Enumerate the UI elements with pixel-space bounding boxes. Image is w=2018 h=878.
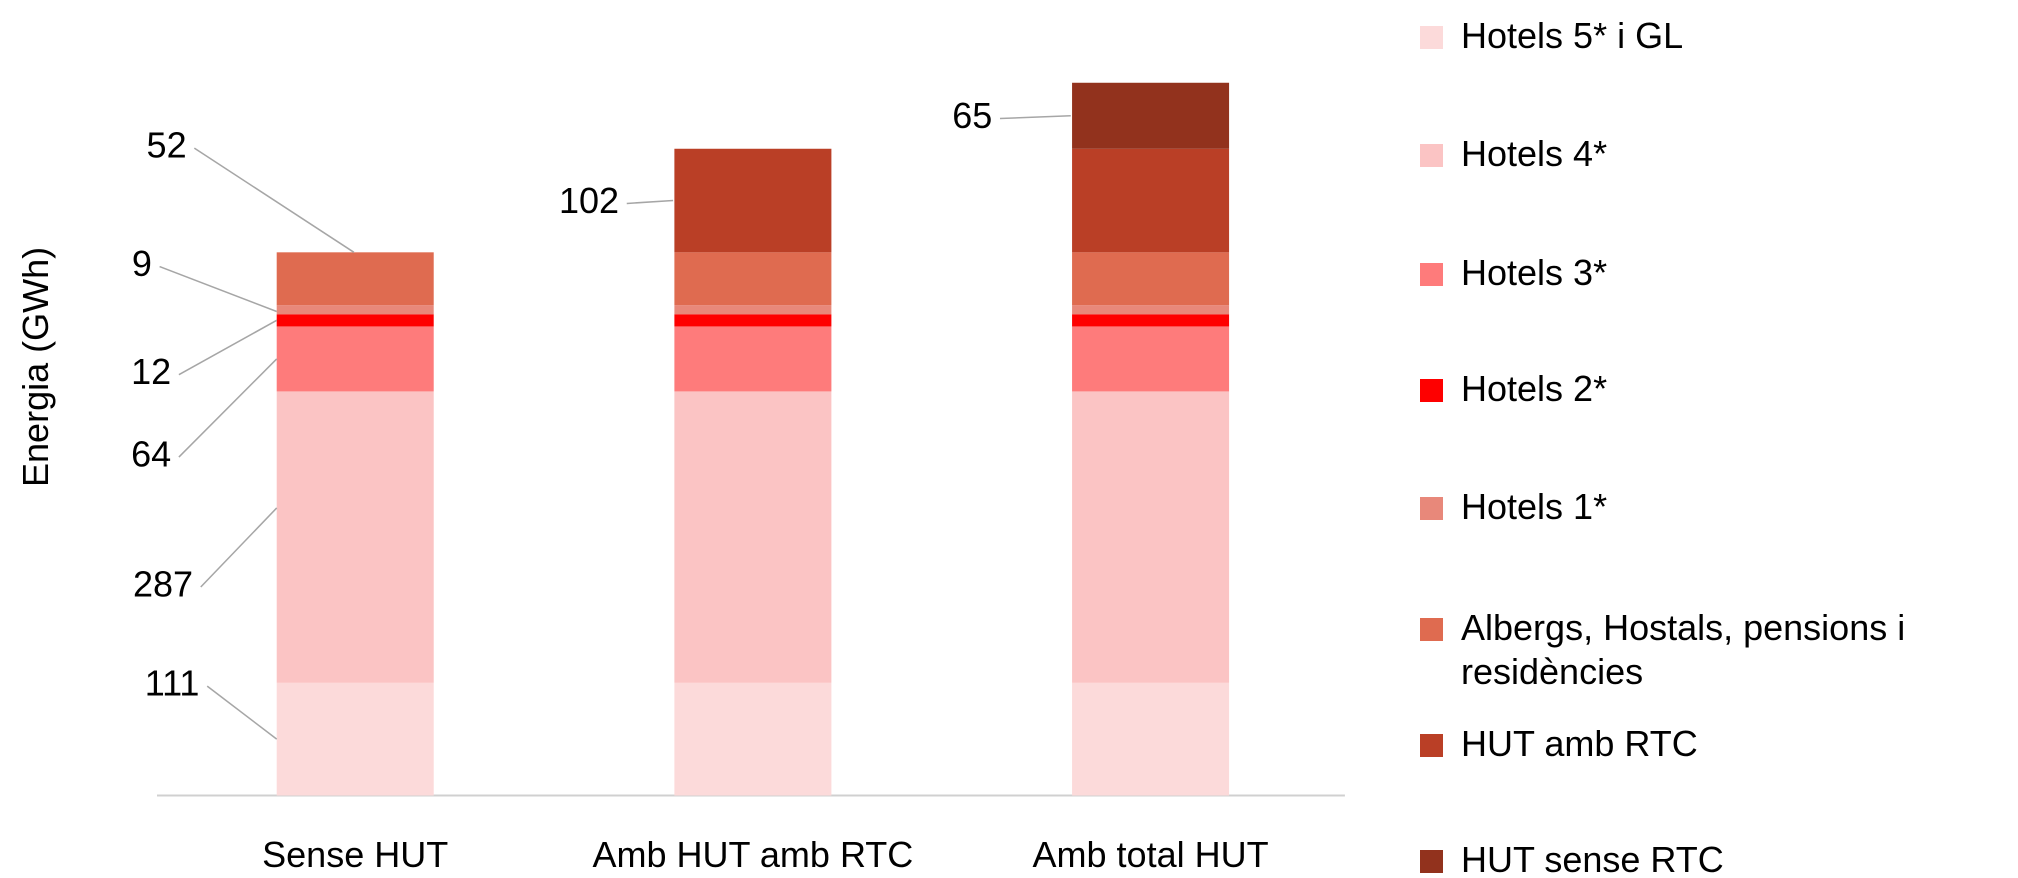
legend-label: Albergs, Hostals, pensions i residències — [1461, 607, 1906, 693]
leader-line — [159, 265, 277, 313]
bar-segment — [674, 252, 832, 306]
leader-line — [178, 358, 278, 458]
bar-segment — [1072, 682, 1230, 796]
bar-segment — [1072, 391, 1230, 683]
bar-segment — [674, 326, 832, 392]
legend-swatch — [1420, 733, 1443, 757]
bar-segment — [674, 682, 832, 796]
data-label: 9 — [132, 243, 152, 284]
leader-line — [626, 199, 674, 205]
bar-segment — [1072, 326, 1230, 392]
legend-swatch — [1420, 497, 1443, 521]
data-label: 52 — [147, 125, 187, 166]
bar-segment — [276, 682, 434, 796]
bar-segment — [1072, 314, 1230, 327]
bar-segment — [1072, 252, 1230, 306]
bar-segment — [674, 148, 832, 253]
leader-line — [200, 507, 278, 588]
leader-line — [178, 319, 278, 376]
x-tick-label: Amb total HUT — [1032, 834, 1268, 875]
data-label: 287 — [133, 564, 193, 605]
legend-label: HUT amb RTC — [1461, 722, 1698, 764]
legend-label: Hotels 4* — [1461, 133, 1608, 175]
data-label: 12 — [131, 351, 171, 392]
legend-label: Hotels 5* i GL — [1461, 15, 1684, 57]
bar-segment — [276, 326, 434, 392]
legend-swatch — [1420, 26, 1443, 50]
legend-label: Hotels 3* — [1461, 251, 1608, 293]
bar-segment — [1072, 82, 1230, 149]
legend-swatch — [1420, 849, 1443, 873]
x-tick-label: Sense HUT — [262, 834, 448, 875]
legend-swatch — [1420, 262, 1443, 286]
bar-segment — [276, 314, 434, 327]
legend-label: Hotels 1* — [1461, 486, 1608, 528]
data-label: 111 — [145, 663, 200, 704]
bar-segment — [1072, 148, 1230, 253]
leader-line — [206, 685, 278, 740]
data-label: 65 — [952, 95, 992, 136]
legend-swatch — [1420, 618, 1443, 642]
data-label: 102 — [559, 180, 619, 221]
legend-label: HUT sense RTC — [1461, 838, 1724, 878]
legend-swatch — [1420, 144, 1443, 168]
y-axis-label: Energia (GWh) — [15, 247, 56, 487]
x-tick-label: Amb HUT amb RTC — [592, 834, 913, 875]
bar-segment — [674, 314, 832, 327]
bar-segment — [276, 305, 434, 315]
legend-label: Hotels 2* — [1461, 367, 1608, 409]
legend-swatch — [1420, 378, 1443, 402]
leader-line — [999, 114, 1071, 120]
bar-segment — [674, 391, 832, 683]
bar-segment — [276, 391, 434, 683]
bar-segment — [1072, 305, 1230, 315]
bar-segment — [276, 252, 434, 306]
data-label: 64 — [131, 434, 171, 475]
leader-line — [193, 147, 355, 253]
bar-segment — [674, 305, 832, 315]
